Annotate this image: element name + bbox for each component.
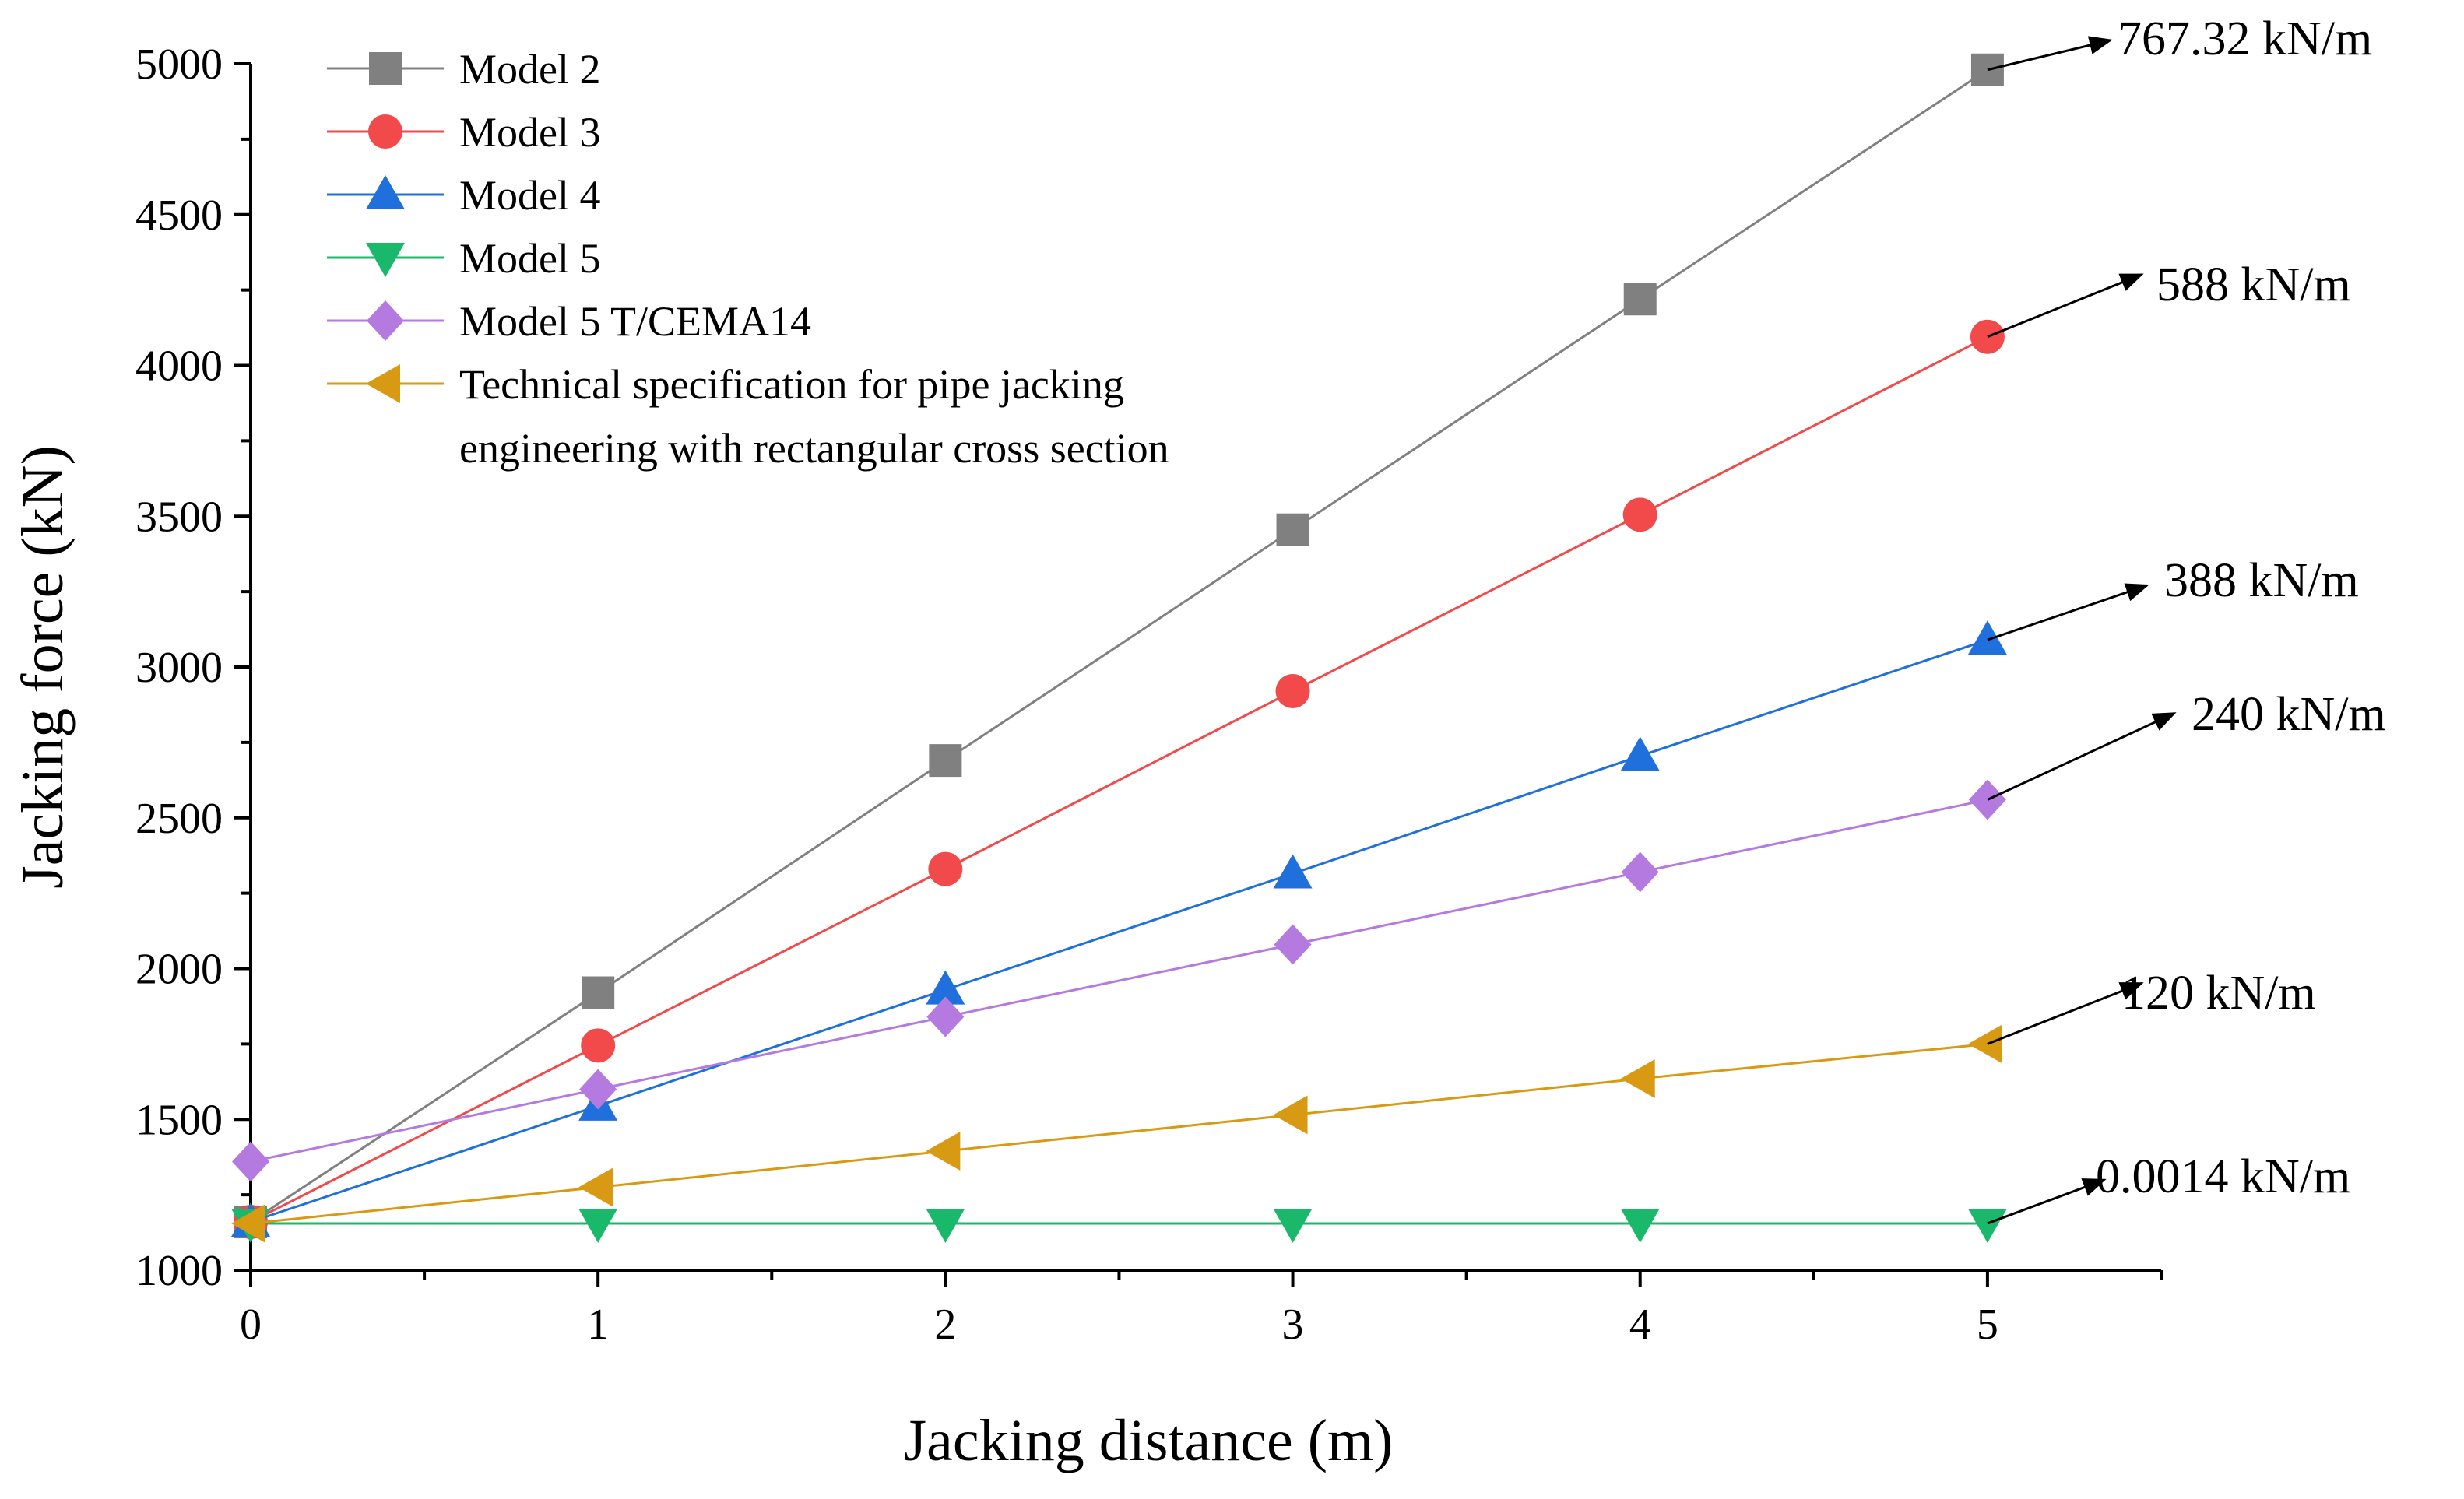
legend-label: Model 5 T/CEMA14 <box>459 298 811 345</box>
y-tick-label: 3500 <box>135 493 223 541</box>
data-point <box>1967 1024 2002 1064</box>
y-tick-label: 1000 <box>135 1247 223 1295</box>
annotation-arrow <box>1987 1178 2107 1225</box>
legend-item-technical-specification-for-pipe-jacking: Technical specification for pipe jacking… <box>327 361 1169 472</box>
legend-marker <box>366 364 400 403</box>
y-axis-title: Jacking force (kN) <box>10 445 76 889</box>
series-technical-specification-for-pipe-jacking <box>231 1024 2002 1243</box>
legend-item-model-3: Model 3 <box>327 109 601 156</box>
data-point <box>1276 513 1309 546</box>
annotation-388-kn-m: 388 kN/m <box>1987 554 2359 641</box>
x-tick-label: 3 <box>1282 1301 1304 1349</box>
data-point <box>926 1131 961 1171</box>
data-point <box>1620 1208 1660 1243</box>
series-model-4 <box>231 620 2007 1237</box>
legend-item-model-4: Model 4 <box>327 172 601 219</box>
legend-label: Model 5 <box>459 235 601 282</box>
data-point <box>1623 283 1657 316</box>
axes-layer: 0 1 2 3 4 5 1000 1500 2000 2500 3000 3500 4000 4500 50… <box>10 40 2163 1473</box>
data-point <box>926 970 965 1005</box>
annotation-arrow <box>1987 583 2149 641</box>
annotation-label: 0.0014 kN/m <box>2096 1150 2350 1203</box>
legend-marker <box>368 114 402 149</box>
annotation-0-0014-kn-m: 0.0014 kN/m <box>1987 1150 2350 1225</box>
annotation-120-kn-m: 120 kN/m <box>1987 967 2316 1045</box>
x-tick-label: 2 <box>934 1301 956 1349</box>
x-axis-title: Jacking distance (m) <box>904 1408 1394 1473</box>
legend-marker <box>366 243 405 277</box>
series-model-5-t-cema14 <box>232 779 2006 1182</box>
series-line <box>250 799 1988 1163</box>
y-tick-label: 4500 <box>135 191 223 240</box>
legend-label: Model 4 <box>459 172 601 219</box>
data-point <box>578 1208 618 1243</box>
data-point <box>1967 620 2007 655</box>
data-point <box>1275 674 1310 708</box>
data-point <box>1273 854 1313 889</box>
data-point <box>232 1141 269 1182</box>
legend-item-model-5: Model 5 <box>327 235 601 282</box>
annotation-label: 767.32 kN/m <box>2118 12 2372 65</box>
annotation-arrow <box>1987 712 2177 801</box>
annotation-arrow <box>1987 36 2113 72</box>
legend-marker <box>366 175 405 209</box>
data-point <box>1622 497 1657 532</box>
y-tick-label: 5000 <box>135 40 223 89</box>
data-point <box>1620 1058 1655 1098</box>
data-point <box>1967 1208 2007 1243</box>
series-layer <box>231 53 2007 1243</box>
y-tick-label: 2000 <box>135 946 223 994</box>
x-tick-label: 4 <box>1629 1301 1651 1349</box>
data-point <box>578 1167 613 1207</box>
series-line <box>250 1042 1988 1225</box>
y-tick-label: 4000 <box>135 342 223 391</box>
annotation-label: 588 kN/m <box>2156 258 2351 311</box>
annotation-767-32-kn-m: 767.32 kN/m <box>1987 12 2372 72</box>
y-tick-label: 3000 <box>135 644 223 692</box>
data-point <box>926 996 965 1037</box>
data-point <box>929 744 962 778</box>
y-tick-label: 1500 <box>135 1096 223 1144</box>
annotation-label: 120 kN/m <box>2121 967 2316 1020</box>
data-point <box>1274 924 1312 965</box>
annotation-arrow <box>1987 981 2144 1045</box>
annotation-label: 388 kN/m <box>2164 554 2359 607</box>
data-point <box>1273 1208 1313 1243</box>
annotation-arrow <box>1987 273 2144 339</box>
x-tick-label: 1 <box>587 1301 609 1349</box>
legend-marker <box>369 52 402 85</box>
annotation-588-kn-m: 588 kN/m <box>1987 258 2351 339</box>
legend-item-model-5-t-cema14: Model 5 T/CEMA14 <box>327 298 811 345</box>
series-line <box>250 68 1988 1223</box>
x-tick-label: 0 <box>240 1301 262 1349</box>
annotation-label: 240 kN/m <box>2192 688 2386 741</box>
series-line <box>250 335 1988 1223</box>
annotations-layer: 767.32 kN/m 588 kN/m 388 kN/m 240 kN/m 120 k… <box>1987 12 2386 1225</box>
data-point <box>1273 1095 1308 1135</box>
data-point <box>579 1069 617 1110</box>
series-model-5 <box>231 1208 2007 1243</box>
legend-label: Model 3 <box>459 109 601 156</box>
data-point <box>1620 736 1660 771</box>
legend-label: Technical specification for pipe jacking… <box>459 361 1169 472</box>
annotation-240-kn-m: 240 kN/m <box>1987 688 2386 801</box>
y-tick-label: 2500 <box>135 795 223 843</box>
x-tick-label: 5 <box>1977 1301 1998 1349</box>
data-point <box>582 976 615 1009</box>
legend: Model 2 Model 3 Model 4 Model 5 Model 5 T/CE… <box>327 46 1169 472</box>
legend-marker <box>367 300 404 341</box>
legend-item-model-2: Model 2 <box>327 46 601 93</box>
data-point <box>1621 851 1659 893</box>
data-point <box>231 1203 265 1243</box>
data-point <box>581 1028 616 1063</box>
data-point <box>928 851 963 886</box>
data-point <box>926 1208 965 1243</box>
series-model-2 <box>234 53 2004 1238</box>
legend-label: Model 2 <box>459 46 601 93</box>
series-line <box>250 638 1988 1223</box>
